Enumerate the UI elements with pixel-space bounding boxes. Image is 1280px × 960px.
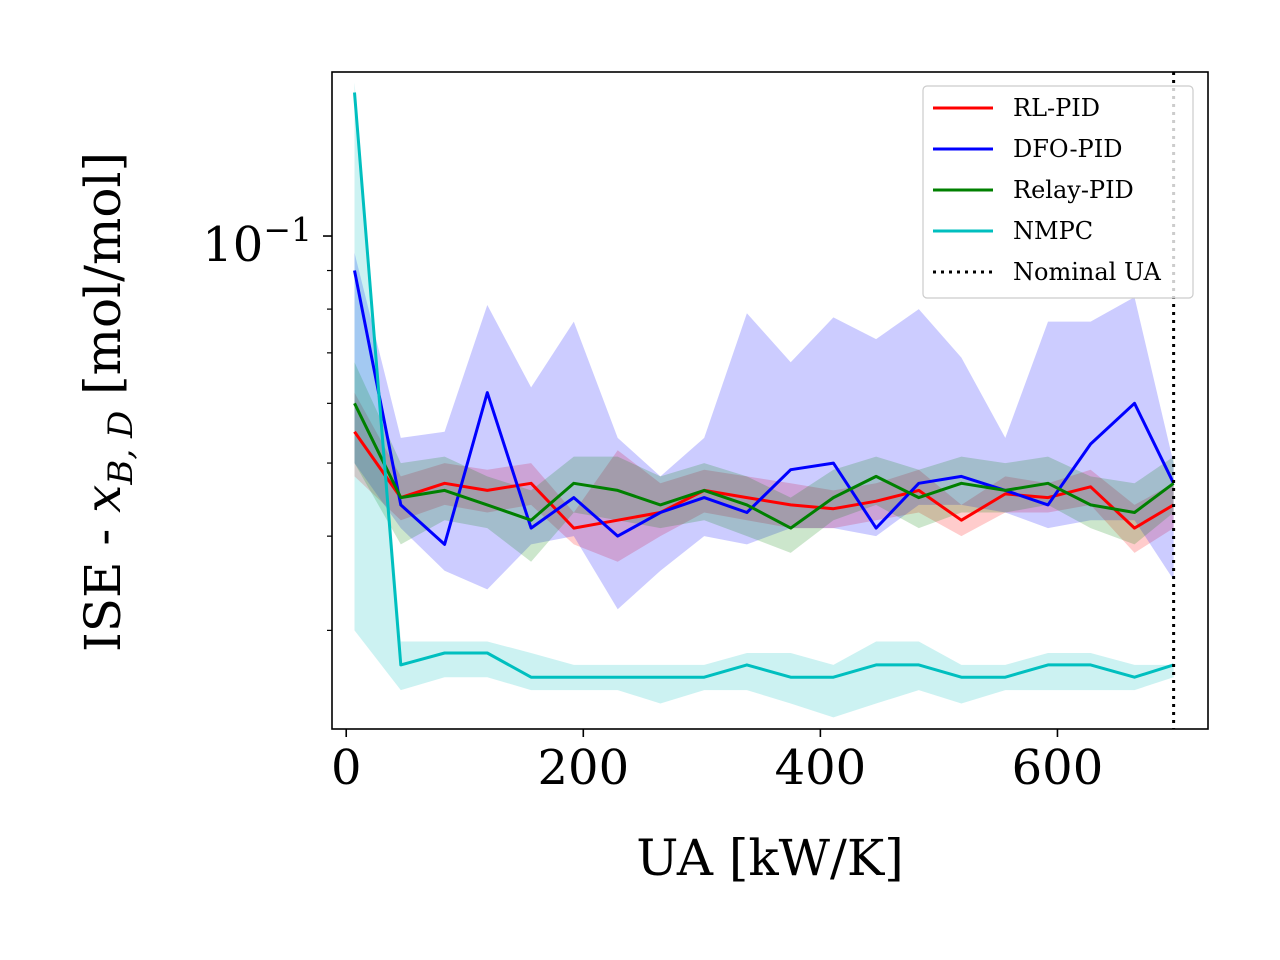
y-axis-label-prefix: ISE - (74, 513, 132, 652)
y-axis-label-var: x (74, 485, 132, 513)
legend-label-relay-pid: Relay-PID (1013, 176, 1134, 204)
plot-area (353, 72, 1176, 729)
y-axis: 10−1 (202, 210, 332, 631)
x-tick-label: 400 (775, 740, 867, 796)
legend-box (922, 85, 1194, 299)
line-dfo-pid (353, 270, 1175, 546)
legend-label-nominal-ua: Nominal UA (1013, 258, 1161, 286)
y-axis-label-sub: B, D (101, 411, 141, 486)
line-nmpc (353, 92, 1175, 679)
y-tick-label: 10−1 (202, 210, 312, 273)
band-rl-pid (354, 392, 1174, 562)
axes-frame (331, 71, 1209, 730)
legend: RL-PID DFO-PID Relay-PID NMPC Nominal UA (922, 85, 1194, 299)
x-tick-label: 200 (537, 740, 629, 796)
x-axis-label: UA [kW/K] (636, 829, 904, 887)
x-tick-label: 0 (331, 740, 362, 796)
legend-label-nmpc: NMPC (1013, 217, 1093, 245)
band-dfo-pid (354, 252, 1174, 610)
y-axis-label: ISE - xB, D [mol/mol] (74, 152, 141, 652)
y-axis-label-suffix: [mol/mol] (74, 152, 132, 411)
x-tick-label: 600 (1012, 740, 1104, 796)
legend-label-rl-pid: RL-PID (1013, 94, 1100, 122)
legend-label-dfo-pid: DFO-PID (1013, 135, 1122, 163)
x-axis: 0 200 400 600 (331, 729, 1103, 796)
line-relay-pid (353, 402, 1175, 530)
line-rl-pid (353, 430, 1175, 530)
